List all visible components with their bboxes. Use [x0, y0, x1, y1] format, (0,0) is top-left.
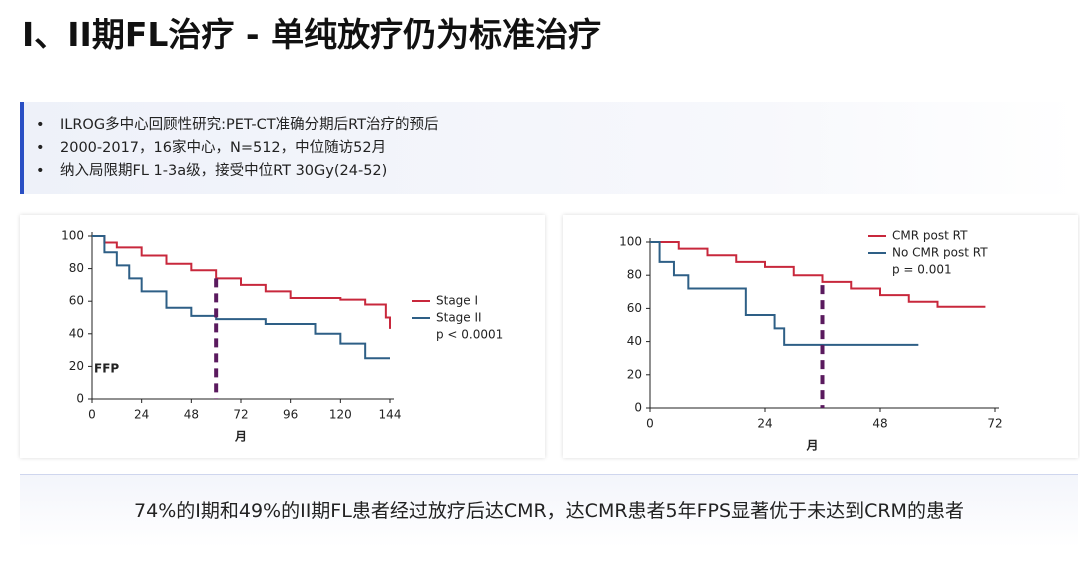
y-tick-label: 0 — [634, 401, 642, 415]
x-tick-label: 72 — [987, 417, 1002, 431]
annotation: FFP — [94, 362, 119, 376]
y-tick-label: 60 — [627, 301, 642, 315]
x-axis-label: 月 — [234, 430, 247, 444]
x-tick-label: 0 — [88, 408, 96, 422]
x-tick-label: 48 — [184, 408, 199, 422]
bullet: 2000-2017，16家中心，N=512，中位随访52月 — [60, 137, 1078, 160]
y-tick-label: 40 — [627, 334, 642, 348]
chart-card — [20, 215, 545, 458]
x-tick-label: 72 — [233, 408, 248, 422]
y-tick-label: 20 — [627, 367, 642, 381]
y-tick-label: 80 — [627, 268, 642, 282]
x-tick-label: 0 — [646, 417, 654, 431]
km-curve — [92, 235, 390, 360]
y-tick-label: 0 — [76, 392, 84, 406]
y-tick-label: 60 — [69, 294, 84, 308]
y-tick-label: 80 — [69, 261, 84, 275]
p-value: p < 0.0001 — [436, 328, 503, 342]
legend-label: Stage II — [436, 311, 482, 325]
y-tick-label: 100 — [61, 229, 84, 243]
x-axis-label: 月 — [805, 439, 818, 453]
km-curve — [650, 241, 986, 308]
x-tick-label: 24 — [757, 417, 772, 431]
y-tick-label: 20 — [69, 359, 84, 373]
y-tick-label: 40 — [69, 326, 84, 340]
legend-label: CMR post RT — [892, 229, 968, 243]
km-curve — [650, 241, 919, 346]
legend-label: Stage I — [436, 294, 478, 308]
x-tick-label: 96 — [283, 408, 298, 422]
conclusion: 74%的I期和49%的II期FL患者经过放疗后达CMR，达CMR患者5年FPS显… — [20, 474, 1078, 547]
x-tick-label: 24 — [134, 408, 149, 422]
x-tick-label: 120 — [329, 408, 352, 422]
bullet: ILROG多中心回顾性研究:PET-CT准确分期后RT治疗的预后 — [60, 114, 1078, 137]
legend-label: No CMR post RT — [892, 246, 988, 260]
slide-title: I、II期FL治疗 - 单纯放疗仍为标准治疗 — [22, 15, 602, 54]
p-value: p = 0.001 — [892, 263, 952, 277]
y-tick-label: 100 — [619, 235, 642, 249]
bullet: 纳入局限期FL 1-3a级，接受中位RT 30Gy(24-52) — [60, 160, 1078, 183]
bullet-box: ILROG多中心回顾性研究:PET-CT准确分期后RT治疗的预后 2000-20… — [20, 102, 1078, 194]
x-tick-label: 144 — [379, 408, 402, 422]
km-curve — [92, 235, 391, 329]
x-tick-label: 48 — [872, 417, 887, 431]
